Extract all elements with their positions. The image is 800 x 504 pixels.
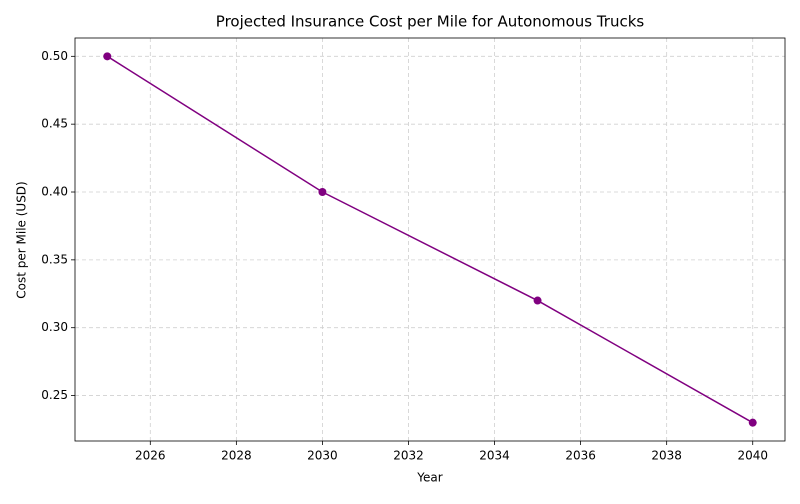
y-tick-label: 0.25: [41, 388, 68, 402]
data-point: [103, 52, 112, 61]
y-tick-label: 0.50: [41, 49, 68, 63]
data-line: [106, 55, 754, 424]
y-tick-label: 0.40: [41, 185, 68, 199]
y-tick-label: 0.30: [41, 320, 68, 334]
x-tick-label: 2030: [307, 449, 338, 463]
x-tick-label: 2036: [565, 449, 596, 463]
data-point: [533, 296, 542, 305]
x-tick-label: 2038: [651, 449, 682, 463]
x-tick-label: 2026: [135, 449, 166, 463]
x-tick-label: 2034: [479, 449, 510, 463]
plot-frame: [74, 37, 786, 442]
data-point: [318, 188, 327, 197]
data-point: [748, 418, 757, 427]
y-axis-label: Cost per Mile (USD): [15, 181, 29, 298]
y-tick-label: 0.45: [41, 117, 68, 131]
x-tick-label: 2040: [737, 449, 768, 463]
chart-title: Projected Insurance Cost per Mile for Au…: [216, 13, 645, 31]
x-axis-label: Year: [416, 471, 442, 485]
y-tick-label: 0.35: [41, 252, 68, 266]
x-tick-label: 2028: [221, 449, 252, 463]
x-tick-label: 2032: [393, 449, 424, 463]
